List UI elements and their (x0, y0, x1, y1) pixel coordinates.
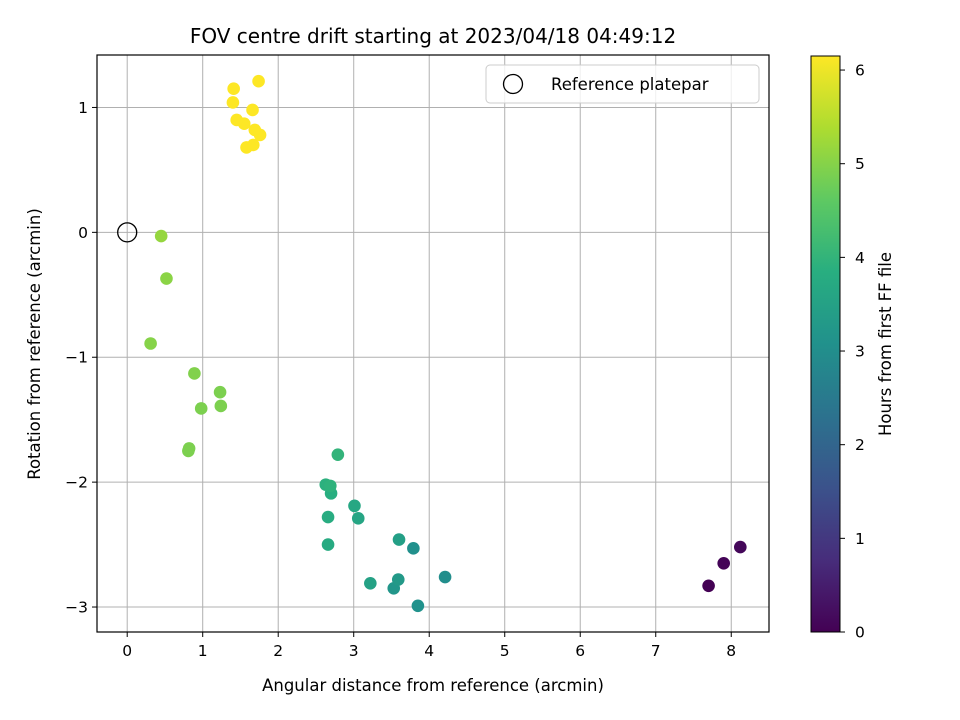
legend-entry-reference: Reference platepar (551, 75, 709, 94)
y-axis-ticks: −3 −2 −1 0 1 (65, 99, 97, 617)
plot-frame (96, 54, 770, 633)
data-point (717, 557, 730, 570)
data-point (230, 113, 243, 127)
y-tick-label: −1 (65, 349, 88, 367)
y-tick-label: 0 (78, 224, 88, 242)
legend: Reference platepar (485, 64, 760, 104)
data-point (226, 96, 240, 109)
data-point (160, 272, 173, 285)
y-tick-label: −2 (65, 474, 88, 492)
data-point (194, 402, 208, 415)
data-point (227, 82, 240, 96)
data-point (407, 542, 420, 555)
x-tick-label: 2 (273, 642, 283, 660)
data-point (321, 510, 335, 524)
colorbar-ticks: 0 1 2 3 4 5 6 (840, 62, 865, 642)
x-tick-label: 0 (122, 642, 132, 660)
x-tick-label: 7 (651, 642, 661, 660)
data-point (351, 512, 365, 525)
chart-title: FOV centre drift starting at 2023/04/18 … (190, 24, 676, 48)
grid-lines (97, 55, 769, 632)
y-axis-label: Rotation from reference (arcmin) (25, 208, 44, 480)
data-point (154, 229, 168, 243)
x-tick-label: 4 (424, 642, 434, 660)
x-tick-label: 8 (726, 642, 736, 660)
data-point (252, 74, 265, 88)
data-point (144, 337, 157, 350)
y-tick-label: −3 (65, 599, 88, 617)
x-tick-label: 1 (198, 642, 208, 660)
data-point (391, 573, 405, 586)
data-point (321, 538, 335, 551)
colorbar-label: Hours from first FF file (876, 252, 895, 436)
colorbar-tick-label: 5 (855, 155, 865, 173)
data-point (182, 442, 196, 455)
colorbar-tick-label: 2 (855, 436, 865, 454)
colorbar: 0 1 2 3 4 5 6 Hours from first FF file (810, 55, 895, 642)
x-tick-label: 5 (500, 642, 510, 660)
legend-reference-marker (502, 73, 524, 95)
x-axis-label: Angular distance from reference (arcmin) (262, 676, 604, 695)
data-point (411, 599, 425, 613)
data-point (246, 138, 260, 152)
data-point (248, 123, 262, 137)
x-tick-label: 6 (575, 642, 585, 660)
data-point (324, 479, 337, 493)
colorbar-tick-label: 6 (855, 62, 865, 80)
data-point (438, 570, 452, 584)
colorbar-gradient (810, 55, 841, 633)
y-tick-label: 1 (78, 99, 88, 117)
reference-platepar-marker (117, 222, 138, 243)
colorbar-tick-label: 0 (855, 624, 865, 642)
data-point (348, 499, 361, 513)
data-point (702, 579, 715, 593)
scatter-points (117, 74, 747, 613)
colorbar-tick-label: 1 (855, 530, 865, 548)
x-tick-label: 3 (349, 642, 359, 660)
data-point (188, 367, 201, 380)
data-point (246, 103, 259, 117)
data-point (392, 533, 406, 546)
x-axis-ticks: 0 1 2 3 4 5 6 7 8 (122, 632, 736, 660)
colorbar-tick-label: 4 (855, 249, 865, 267)
data-point (214, 399, 228, 413)
colorbar-tick-label: 3 (855, 343, 865, 361)
data-point (331, 448, 345, 461)
data-point (734, 540, 747, 554)
data-point (213, 385, 227, 399)
legend-box (485, 64, 760, 104)
data-point (364, 576, 377, 590)
